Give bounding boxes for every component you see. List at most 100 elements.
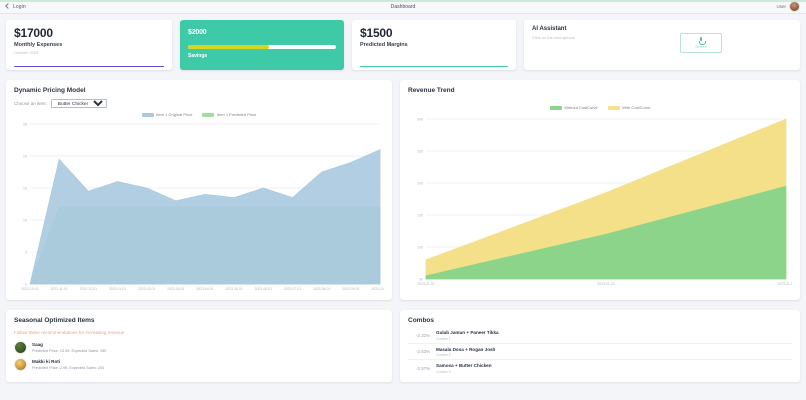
back-button-label: Login: [13, 3, 26, 10]
savings-label: Savings: [188, 53, 208, 59]
y-axis-tick-label: 250: [417, 149, 423, 153]
combo-percent: -2.32%: [416, 332, 430, 338]
legend-label: Item 1 Predicted Price: [216, 112, 257, 117]
x-axis-tick-label: 2023-07-01: [284, 287, 301, 291]
item-meta: Predicted Price: 2.99, Expected Sales: 2…: [32, 365, 105, 370]
item-name: Saag: [32, 342, 43, 348]
kpi-card-monthly-expenses[interactable]: $17000 Monthly Expenses October 2023: [6, 20, 172, 70]
list-item[interactable]: Saag Predicted Price: 13.99, Expected Sa…: [14, 339, 384, 356]
panel-seasonal-optimized-items: Seasonal Optimized Items Follow these re…: [6, 310, 392, 382]
list-item-text: Saag Predicted Price: 13.99, Expected Sa…: [32, 342, 106, 353]
y-axis-tick-label: 5: [25, 250, 27, 254]
predicted-margins-label: Predicted Margins: [360, 42, 408, 48]
panel-combos: Combos -2.32% Gulab Jamun + Paneer Tikka…: [400, 310, 800, 382]
dynamic-pricing-plot[interactable]: 0 5 10 15 20 25 2022-10-01 2022-11-01 2022-12-01…: [14, 120, 388, 296]
x-axis-tick-label: 2023-09-01: [342, 287, 359, 291]
combos-list: -2.32% Gulab Jamun + Paneer Tikka Combo …: [408, 327, 792, 376]
kpi-card-savings[interactable]: $2000 Savings: [180, 20, 344, 70]
combo-percent: -2.57%: [416, 365, 430, 371]
x-axis-tick-label: 2023-03-01: [167, 287, 184, 291]
monthly-expenses-value: $17000: [14, 26, 53, 40]
x-axis-tick-label: 2022-12-01: [80, 287, 97, 291]
legend-swatch: [202, 112, 215, 117]
area-series: [425, 185, 787, 280]
combos-title: Combos: [408, 317, 434, 324]
x-axis-tick-label: 2023-05-01: [225, 287, 242, 291]
user-menu[interactable]: User: [776, 1, 802, 12]
back-button[interactable]: Login: [4, 3, 26, 10]
monthly-expenses-accent-bar: [14, 65, 164, 67]
y-axis-tick-label: 15: [23, 186, 27, 190]
record-button[interactable]: Record: [680, 33, 722, 53]
table-row[interactable]: -2.63% Masala Dosa + Rogan Josh Combo 2: [408, 344, 792, 360]
x-axis-tick-label: 2022-11-01: [51, 287, 68, 291]
panel-revenue-trend: Revenue Trend Without CostCurve With Cos…: [400, 80, 800, 300]
combo-name: Gulab Jamun + Paneer Tikka: [436, 330, 499, 335]
monthly-expenses-label: Monthly Expenses: [14, 42, 63, 48]
kpi-card-predicted-margins[interactable]: $1500 Predicted Margins: [352, 20, 516, 70]
combo-name: Masala Dosa + Rogan Josh: [436, 346, 496, 352]
ai-assistant-title: AI Assistant: [532, 26, 567, 32]
revenue-trend-title: Revenue Trend: [408, 87, 455, 94]
user-menu-label: User: [776, 4, 786, 9]
page-title: Dashboard: [390, 3, 416, 10]
x-axis-tick-label: 2022-10-01: [21, 287, 38, 291]
dynamic-pricing-title: Dynamic Pricing Model: [14, 87, 86, 94]
microphone-icon: [698, 37, 706, 45]
panel-dynamic-pricing-model: Dynamic Pricing Model Choose an item: Bu…: [6, 80, 392, 300]
saag-thumbnail-icon: [14, 341, 27, 354]
dashboard-body: $17000 Monthly Expenses October 2023 $20…: [0, 14, 806, 382]
revenue-trend-legend: Without CostCurve With CostCurve: [408, 105, 792, 110]
item-meta: Predicted Price: 13.99, Expected Sales: …: [32, 348, 107, 353]
combo-sub: Combo 3: [436, 369, 451, 374]
x-axis-tick-label: 2023-01-01: [417, 282, 434, 286]
makki-ki-roti-thumbnail-icon: [14, 358, 27, 371]
savings-progress-fill: [188, 45, 270, 49]
y-axis-tick-label: 50: [419, 277, 423, 281]
revenue-trend-plot[interactable]: 50 100 150 200 250 300 2023-01-01 2023-01-02 202…: [408, 113, 795, 291]
table-row[interactable]: -2.32% Gulab Jamun + Paneer Tikka Combo …: [408, 327, 792, 344]
legend-label: Item 1 Original Price: [156, 112, 193, 117]
table-row[interactable]: -2.57% Samosa + Butter Chicken Combo 3: [408, 360, 792, 376]
record-button-label: Record: [695, 45, 707, 49]
legend-item-without-costcurve[interactable]: Without CostCurve: [549, 105, 598, 110]
y-axis-tick-label: 300: [417, 117, 423, 121]
legend-item-original-price[interactable]: Item 1 Original Price: [141, 112, 193, 117]
combo-sub: Combo 1: [436, 336, 451, 341]
item-name: Makki ki Roti: [32, 359, 61, 365]
predicted-margins-accent-bar: [360, 65, 508, 67]
plot-pricing-svg: 0 5 10 15 20 25 2022-10-01 2022-11-01 2022-12-01…: [21, 122, 388, 291]
ai-assistant-hint: Click on the microphone: [532, 35, 575, 40]
charts-row: Dynamic Pricing Model Choose an item: Bu…: [6, 80, 800, 300]
y-axis-tick-label: 10: [23, 218, 27, 222]
seasonal-item-list: Saag Predicted Price: 13.99, Expected Sa…: [14, 339, 384, 373]
x-axis-tick-label: 2023-01-03: [777, 282, 792, 286]
legend-swatch: [549, 105, 562, 110]
x-axis-tick-label: 2023-01-01: [109, 287, 126, 291]
y-axis-tick-label: 0: [25, 282, 27, 286]
legend-item-with-costcurve[interactable]: With CostCurve: [607, 105, 650, 110]
y-axis-tick-label: 200: [417, 181, 423, 185]
combo-text: Samosa + Butter Chicken Combo 3: [436, 363, 492, 374]
item-select[interactable]: Butter Chicken: [50, 99, 107, 108]
list-item[interactable]: Makki ki Roti Predicted Price: 2.99, Exp…: [14, 356, 384, 373]
legend-label: Without CostCurve: [564, 105, 598, 110]
seasonal-note: Follow these recommendations for increas…: [14, 330, 125, 335]
combo-sub: Combo 2: [436, 353, 451, 357]
combo-text: Masala Dosa + Rogan Josh Combo 2: [436, 347, 495, 358]
combo-name: Samosa + Butter Chicken: [436, 363, 492, 368]
predicted-margins-value: $1500: [360, 26, 393, 40]
item-selector-row: Choose an item: Butter Chicken: [14, 99, 384, 108]
legend-swatch: [607, 105, 620, 110]
seasonal-title: Seasonal Optimized Items: [14, 317, 95, 324]
legend-swatch: [141, 112, 154, 117]
combo-percent: -2.63%: [416, 349, 430, 355]
kpi-row: $17000 Monthly Expenses October 2023 $20…: [6, 20, 800, 70]
avatar[interactable]: [789, 1, 800, 12]
bottom-row: Seasonal Optimized Items Follow these re…: [6, 310, 800, 382]
plot-revenue-svg: 50 100 150 200 250 300 2023-01-01 2023-01-02 202…: [417, 117, 795, 286]
legend-item-predicted-price[interactable]: Item 1 Predicted Price: [202, 112, 256, 117]
y-axis-tick-label: 150: [417, 213, 423, 217]
y-axis-tick-label: 20: [23, 154, 27, 158]
savings-progress-bar: [188, 45, 336, 49]
